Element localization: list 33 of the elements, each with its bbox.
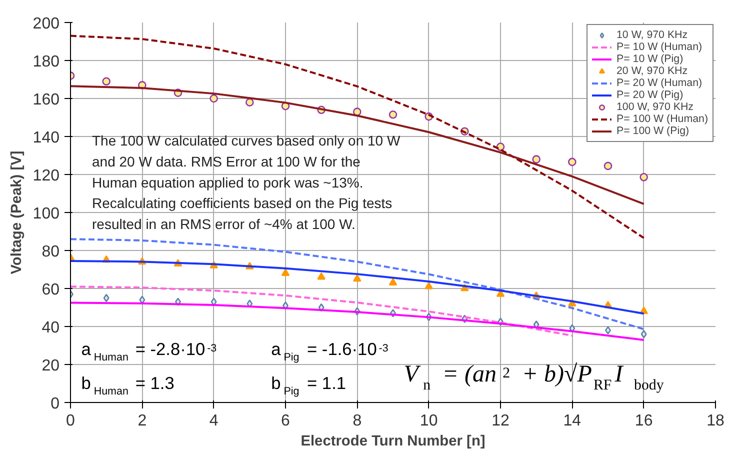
y-tick-label: 60	[42, 282, 60, 298]
x-tick-label: 14	[563, 412, 582, 430]
annotation: The 100 W calculated curves based only on 10 W and 20 W data. RMS Error at 100 W for the Human equation applied to pork was ~13%. Recalculating coefficients based on the Pig tests resulted in an RMS error of ~4% at 100 W.	[92, 132, 401, 232]
x-tick-label: 4	[209, 412, 218, 430]
legend-label: P= 10 W (Human)	[616, 41, 702, 53]
x-tick-label: 10	[420, 412, 438, 430]
legend-label: P= 100 W (Pig)	[616, 125, 690, 137]
x-tick-label: 12	[492, 412, 510, 430]
legend-label: P= 10 W (Pig)	[616, 53, 684, 65]
x-tick-label: 16	[634, 412, 653, 430]
x-tick-label: 0	[66, 412, 76, 430]
y-tick-label: 20	[42, 358, 60, 374]
y-tick-label: 0	[50, 396, 60, 412]
y-tick-label: 40	[42, 320, 60, 336]
x-tick-label: 8	[352, 412, 362, 430]
x-axis-title: Electrode Turn Number [n]	[300, 434, 486, 450]
legend-label: 100 W, 970 KHz	[616, 101, 694, 113]
y-tick-label: 100	[32, 206, 60, 222]
y-tick-label: 80	[42, 244, 60, 260]
x-tick-label: 18	[706, 412, 724, 430]
legend-label: P= 20 W (Human)	[616, 77, 702, 89]
legend-label: P= 20 W (Pig)	[616, 89, 684, 101]
legend-label: 10 W, 970 KHz	[616, 29, 688, 41]
x-tick-label: 6	[281, 412, 290, 430]
y-tick-label: 180	[32, 54, 60, 70]
x-tick-label: 2	[138, 412, 147, 430]
y-tick-label: 120	[32, 168, 60, 184]
y-tick-label: 160	[32, 92, 60, 108]
legend-label: 20 W, 970 KHz	[616, 65, 688, 77]
y-axis-title: Voltage (Peak) [V]	[8, 150, 25, 274]
y-tick-label: 140	[32, 130, 60, 146]
legend-label: P= 100 W (Human)	[616, 113, 708, 125]
y-tick-label: 200	[32, 16, 60, 32]
